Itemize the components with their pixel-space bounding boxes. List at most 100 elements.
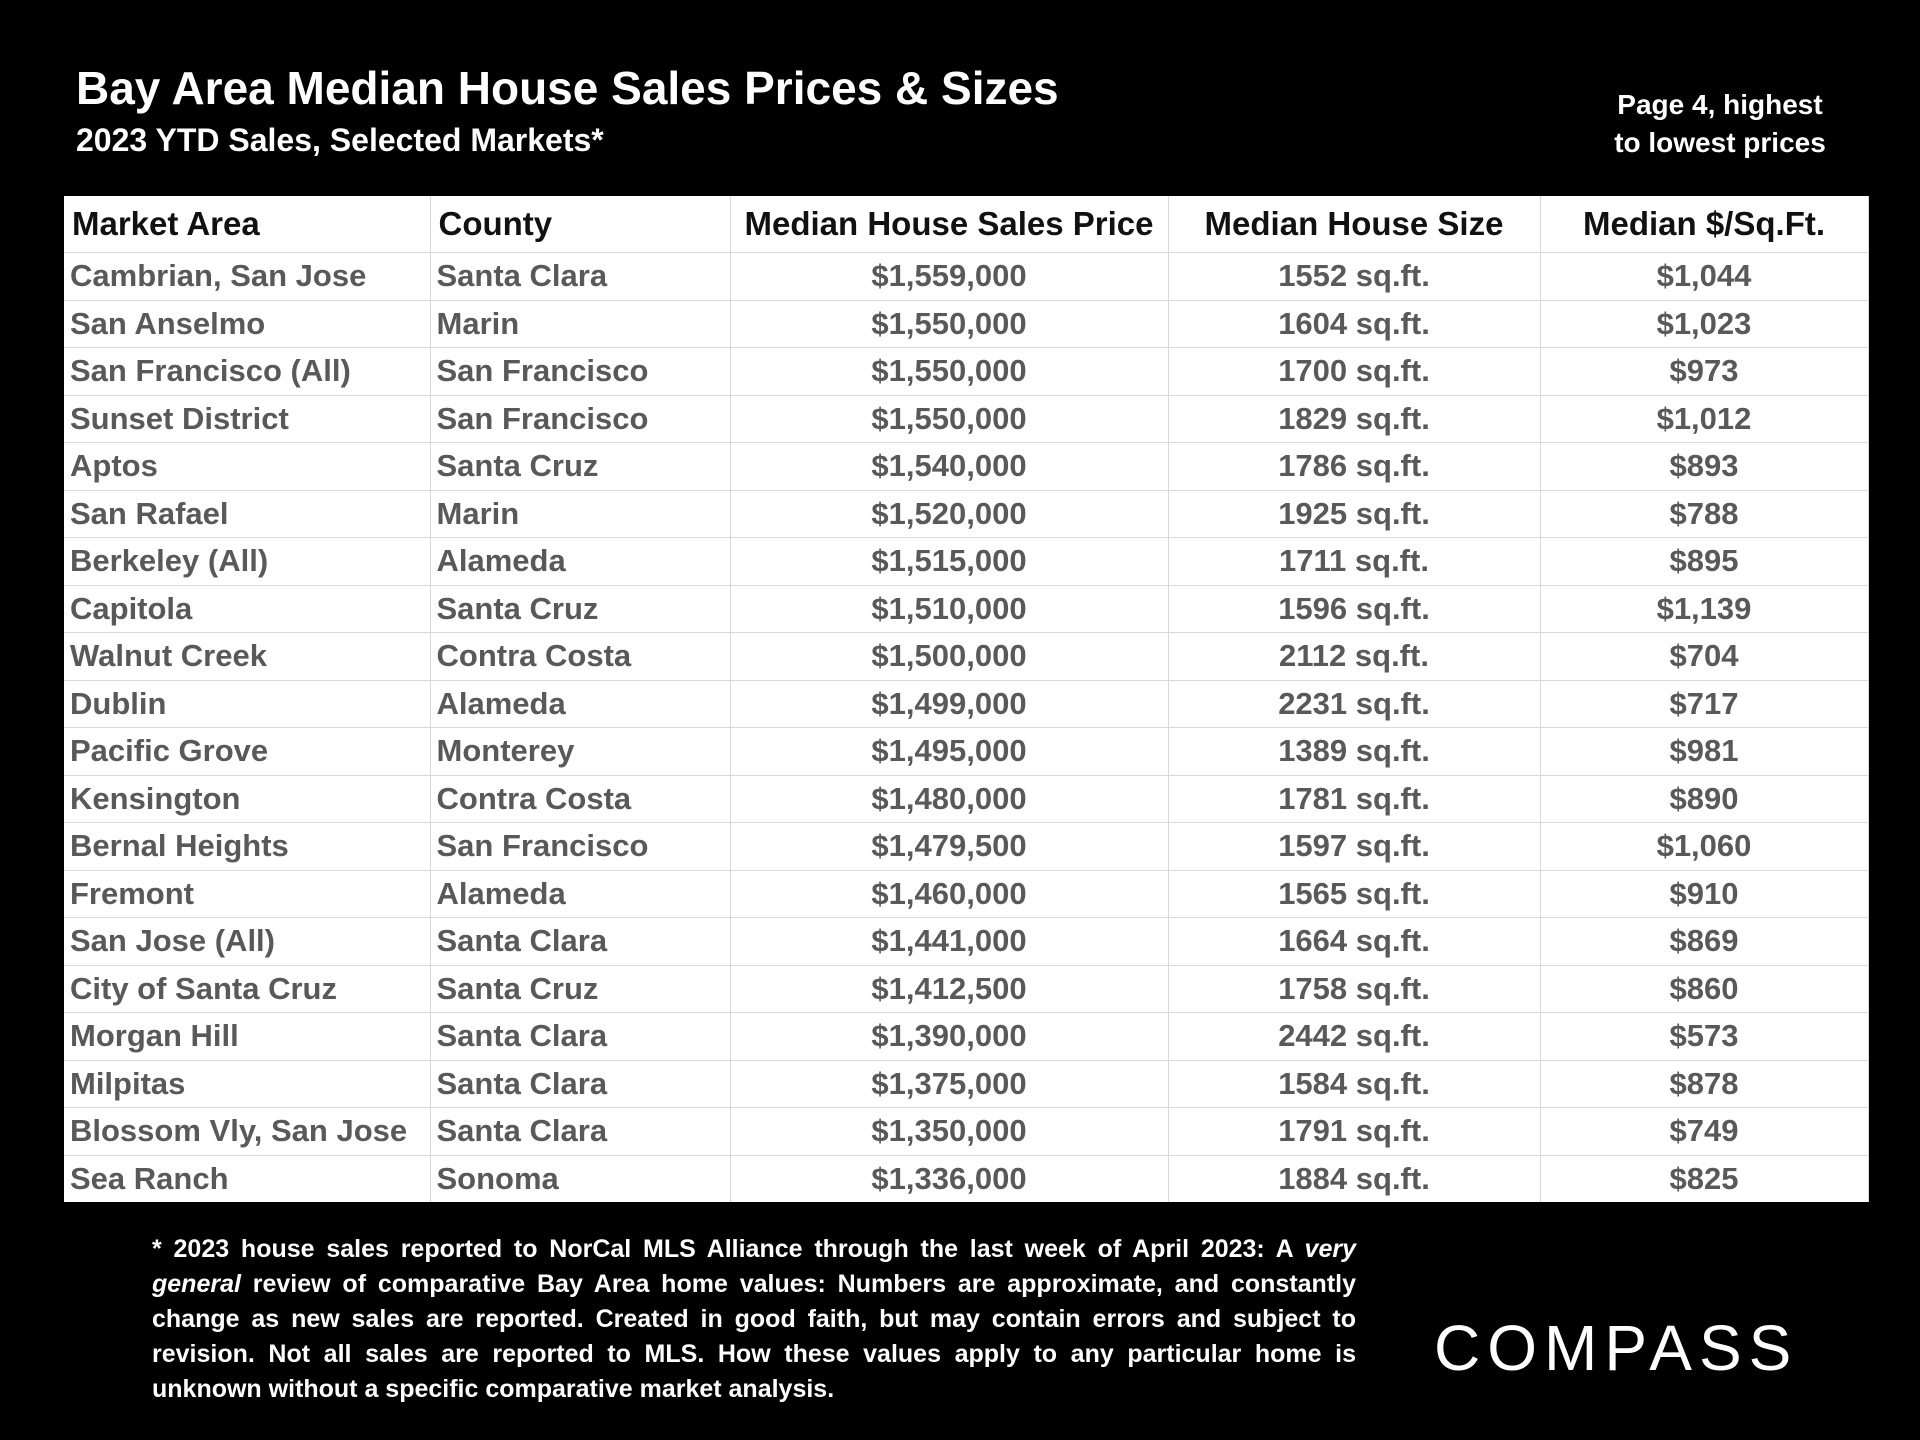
- cell-county: Contra Costa: [430, 775, 731, 823]
- column-header-price-per-sqft: Median $/Sq.Ft.: [1540, 196, 1869, 253]
- cell-median-price: $1,510,000: [730, 585, 1169, 633]
- table-row: Pacific Grove Monterey $1,495,000 1389 sq.f…: [64, 727, 1869, 776]
- cell-county: San Francisco: [430, 347, 731, 396]
- cell-median-size: 1781 sq.ft.: [1168, 775, 1541, 823]
- cell-county: Marin: [430, 490, 731, 538]
- cell-market-area: Cambrian, San Jose: [64, 252, 431, 301]
- compass-logo: COMPASS: [1434, 1312, 1799, 1384]
- cell-market-area: Capitola: [64, 585, 431, 633]
- footnote-text-part2: review of comparative Bay Area home valu…: [152, 1270, 1356, 1403]
- table-row: Bernal Heights San Francisco $1,479,500 159…: [64, 822, 1869, 871]
- cell-market-area: Dublin: [64, 680, 431, 728]
- cell-price-per-sqft: $878: [1540, 1060, 1869, 1108]
- cell-price-per-sqft: $1,023: [1540, 300, 1869, 348]
- cell-market-area: Blossom Vly, San Jose: [64, 1107, 431, 1156]
- cell-market-area: San Francisco (All): [64, 347, 431, 396]
- cell-median-size: 1664 sq.ft.: [1168, 917, 1541, 966]
- cell-median-price: $1,550,000: [730, 395, 1169, 443]
- cell-county: San Francisco: [430, 822, 731, 871]
- cell-county: Santa Clara: [430, 1107, 731, 1156]
- cell-median-price: $1,495,000: [730, 727, 1169, 776]
- cell-price-per-sqft: $981: [1540, 727, 1869, 776]
- footnote: * 2023 house sales reported to NorCal ML…: [152, 1232, 1356, 1407]
- cell-median-size: 1786 sq.ft.: [1168, 442, 1541, 491]
- cell-county: Contra Costa: [430, 632, 731, 681]
- cell-county: Santa Clara: [430, 917, 731, 966]
- column-header-county: County: [430, 196, 731, 253]
- table-row: San Rafael Marin $1,520,000 1925 sq.ft. $788: [64, 490, 1869, 538]
- cell-median-price: $1,412,500: [730, 965, 1169, 1013]
- cell-median-price: $1,480,000: [730, 775, 1169, 823]
- cell-county: Santa Clara: [430, 252, 731, 301]
- cell-median-size: 2231 sq.ft.: [1168, 680, 1541, 728]
- cell-median-price: $1,550,000: [730, 347, 1169, 396]
- table-row: Walnut Creek Contra Costa $1,500,000 2112 s…: [64, 632, 1869, 681]
- cell-median-size: 1711 sq.ft.: [1168, 537, 1541, 586]
- cell-median-size: 1829 sq.ft.: [1168, 395, 1541, 443]
- cell-median-size: 2112 sq.ft.: [1168, 632, 1541, 681]
- page-note-line2: to lowest prices: [1614, 127, 1826, 158]
- cell-median-price: $1,540,000: [730, 442, 1169, 491]
- table-row: Aptos Santa Cruz $1,540,000 1786 sq.ft. $893: [64, 442, 1869, 491]
- cell-market-area: Bernal Heights: [64, 822, 431, 871]
- table-row: City of Santa Cruz Santa Cruz $1,412,500 17…: [64, 965, 1869, 1013]
- cell-market-area: San Rafael: [64, 490, 431, 538]
- cell-market-area: San Anselmo: [64, 300, 431, 348]
- cell-county: Monterey: [430, 727, 731, 776]
- cell-market-area: Kensington: [64, 775, 431, 823]
- cell-price-per-sqft: $704: [1540, 632, 1869, 681]
- table-row: Fremont Alameda $1,460,000 1565 sq.ft. $910: [64, 870, 1869, 918]
- table-row: Sea Ranch Sonoma $1,336,000 1884 sq.ft. $825: [64, 1155, 1869, 1202]
- cell-price-per-sqft: $788: [1540, 490, 1869, 538]
- cell-median-price: $1,336,000: [730, 1155, 1169, 1202]
- cell-median-price: $1,460,000: [730, 870, 1169, 918]
- cell-price-per-sqft: $1,060: [1540, 822, 1869, 871]
- data-table-container: Market Area County Median House Sales Pr…: [64, 196, 1869, 1202]
- page-title: Bay Area Median House Sales Prices & Siz…: [76, 62, 1059, 114]
- table-row: Sunset District San Francisco $1,550,000 18…: [64, 395, 1869, 443]
- cell-median-price: $1,559,000: [730, 252, 1169, 301]
- table-row: San Francisco (All) San Francisco $1,550,0…: [64, 347, 1869, 396]
- cell-median-price: $1,550,000: [730, 300, 1169, 348]
- cell-median-price: $1,520,000: [730, 490, 1169, 538]
- cell-median-price: $1,500,000: [730, 632, 1169, 681]
- cell-county: San Francisco: [430, 395, 731, 443]
- column-header-median-size: Median House Size: [1168, 196, 1541, 253]
- cell-price-per-sqft: $895: [1540, 537, 1869, 586]
- cell-county: Alameda: [430, 537, 731, 586]
- cell-median-size: 1758 sq.ft.: [1168, 965, 1541, 1013]
- cell-median-size: 1584 sq.ft.: [1168, 1060, 1541, 1108]
- cell-county: Alameda: [430, 870, 731, 918]
- cell-market-area: Morgan Hill: [64, 1012, 431, 1061]
- table-row: Milpitas Santa Clara $1,375,000 1584 sq.ft.…: [64, 1060, 1869, 1108]
- cell-market-area: Pacific Grove: [64, 727, 431, 776]
- cell-median-size: 1597 sq.ft.: [1168, 822, 1541, 871]
- cell-price-per-sqft: $893: [1540, 442, 1869, 491]
- cell-market-area: San Jose (All): [64, 917, 431, 966]
- cell-market-area: Sunset District: [64, 395, 431, 443]
- cell-median-price: $1,350,000: [730, 1107, 1169, 1156]
- table-row: Blossom Vly, San Jose Santa Clara $1,350,0…: [64, 1107, 1869, 1156]
- cell-county: Santa Clara: [430, 1012, 731, 1061]
- data-table: Market Area County Median House Sales Pr…: [64, 196, 1869, 1202]
- cell-price-per-sqft: $1,012: [1540, 395, 1869, 443]
- column-header-median-price: Median House Sales Price: [730, 196, 1169, 253]
- cell-market-area: Sea Ranch: [64, 1155, 431, 1202]
- footnote-text-part1: * 2023 house sales reported to NorCal ML…: [152, 1235, 1305, 1263]
- cell-price-per-sqft: $860: [1540, 965, 1869, 1013]
- cell-median-price: $1,390,000: [730, 1012, 1169, 1061]
- cell-price-per-sqft: $910: [1540, 870, 1869, 918]
- page-note: Page 4, highest to lowest prices: [1580, 86, 1860, 162]
- table-row: Kensington Contra Costa $1,480,000 1781 sq.…: [64, 775, 1869, 823]
- cell-median-price: $1,479,500: [730, 822, 1169, 871]
- table-row: San Jose (All) Santa Clara $1,441,000 1664 …: [64, 917, 1869, 966]
- page-note-line1: Page 4, highest: [1617, 89, 1823, 120]
- cell-county: Sonoma: [430, 1155, 731, 1202]
- cell-county: Santa Cruz: [430, 585, 731, 633]
- cell-median-price: $1,441,000: [730, 917, 1169, 966]
- cell-market-area: Aptos: [64, 442, 431, 491]
- cell-median-size: 1565 sq.ft.: [1168, 870, 1541, 918]
- cell-median-size: 1389 sq.ft.: [1168, 727, 1541, 776]
- cell-market-area: Berkeley (All): [64, 537, 431, 586]
- cell-median-price: $1,515,000: [730, 537, 1169, 586]
